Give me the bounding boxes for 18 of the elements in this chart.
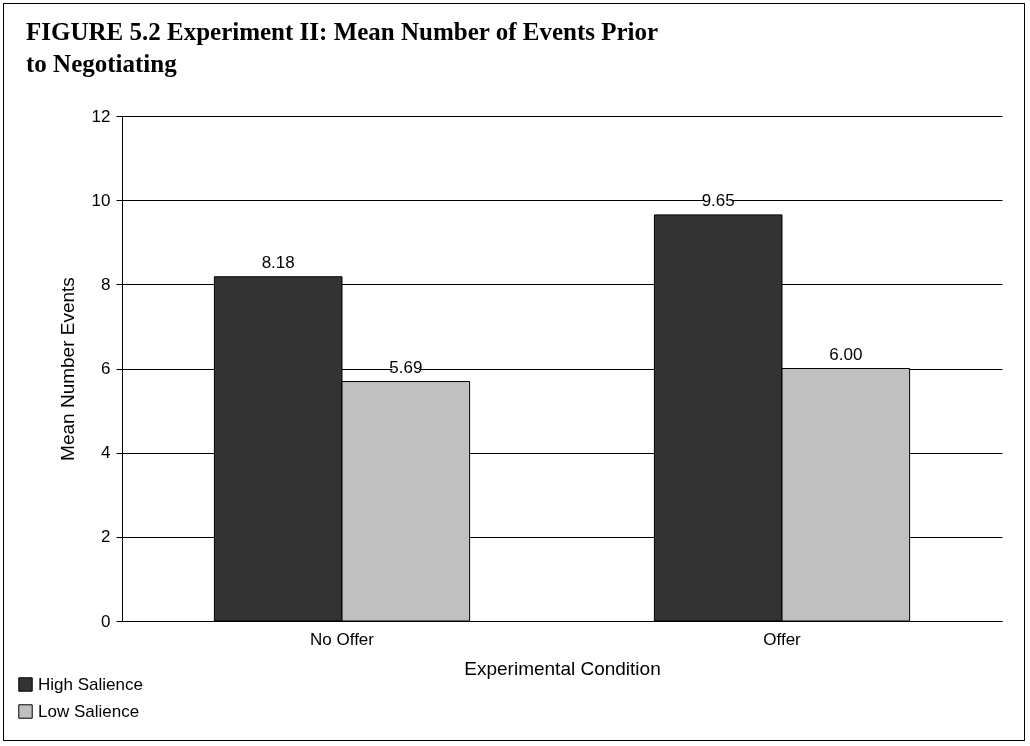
chart-title: FIGURE 5.2 Experiment II: Mean Number of Events Prior to Negotiating xyxy=(26,17,659,79)
x-axis-title: Experimental Condition xyxy=(464,657,661,679)
legend-label: High Salience xyxy=(38,674,143,694)
y-tick-label: 10 xyxy=(91,190,111,210)
text: 5.69 xyxy=(389,357,423,377)
x-tick-label: Offer xyxy=(763,629,802,649)
text: 6.00 xyxy=(829,344,863,364)
y-tick-label: 2 xyxy=(101,527,111,547)
y-tick-label: 4 xyxy=(101,443,111,463)
text: 8.18 xyxy=(261,252,295,272)
text: 9.65 xyxy=(701,190,735,210)
y-tick-label: 6 xyxy=(101,359,111,378)
legend-label: Low Salience xyxy=(38,701,140,721)
x-tick-label: No Offer xyxy=(310,629,375,649)
y-axis-title: Mean Number Events xyxy=(56,277,78,461)
y-tick-label: 12 xyxy=(91,106,111,126)
y-tick-label: 0 xyxy=(101,611,111,631)
y-tick-label: 8 xyxy=(101,274,111,294)
